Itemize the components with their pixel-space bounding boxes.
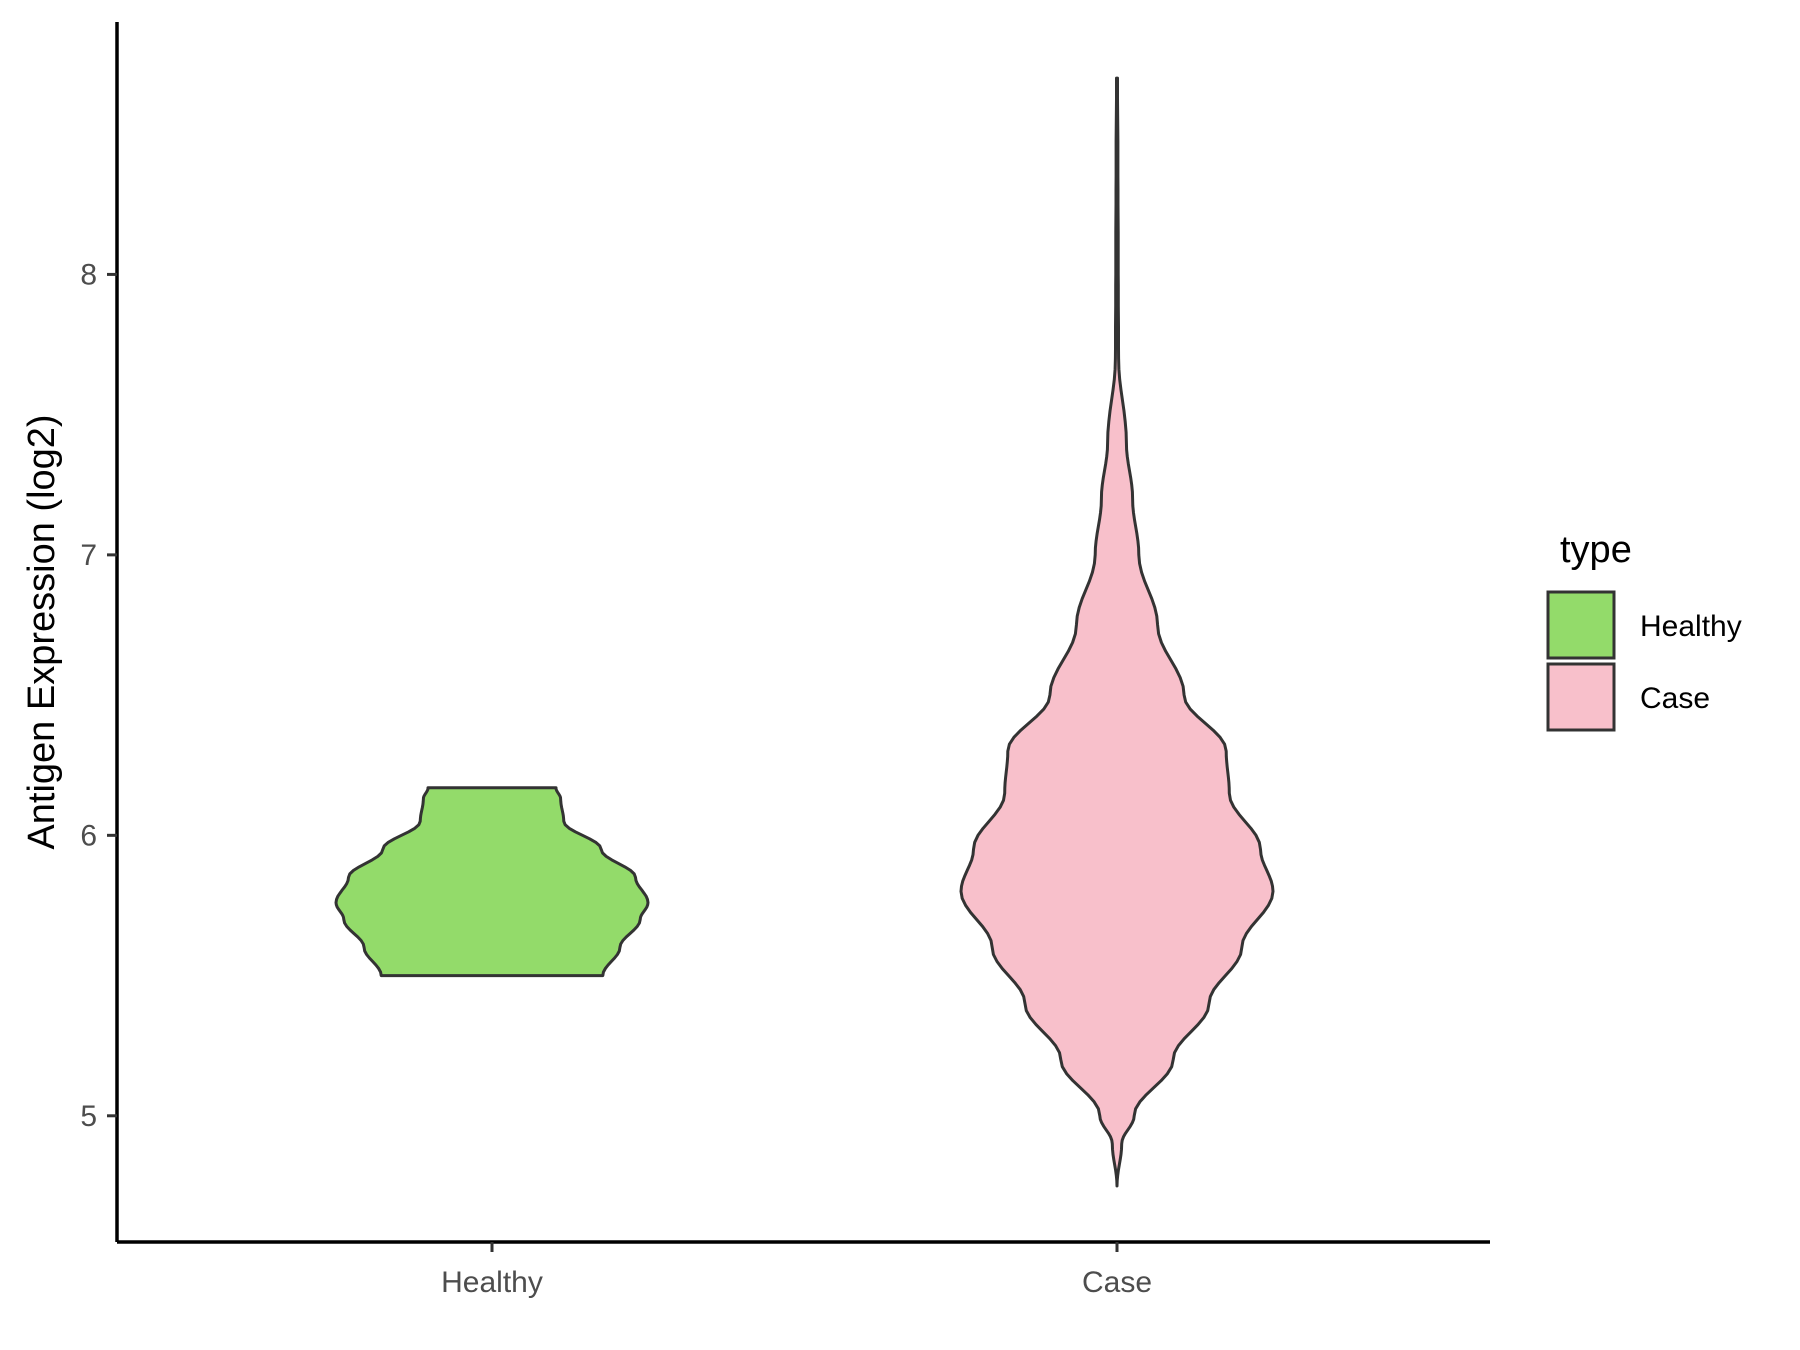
y-tick-label: 7 bbox=[80, 539, 97, 572]
violin-healthy bbox=[334, 786, 650, 978]
legend: type Healthy Case bbox=[1546, 529, 1742, 732]
plot-area bbox=[334, 76, 1275, 1188]
y-tick-label: 6 bbox=[80, 819, 97, 852]
y-tick-label: 8 bbox=[80, 258, 97, 291]
legend-label-healthy: Healthy bbox=[1640, 610, 1742, 643]
legend-title: type bbox=[1560, 529, 1632, 571]
legend-label-case: Case bbox=[1640, 682, 1710, 715]
x-tick-label-healthy: Healthy bbox=[441, 1266, 543, 1299]
y-tick-label: 5 bbox=[80, 1100, 97, 1133]
ticks: 5 6 7 8 Healthy Case bbox=[80, 258, 1152, 1299]
y-axis-title: Antigen Expression (log2) bbox=[21, 414, 63, 849]
legend-swatch-healthy bbox=[1546, 590, 1616, 660]
axes bbox=[115, 22, 1490, 1244]
x-tick-label-case: Case bbox=[1082, 1266, 1152, 1299]
violin-case bbox=[959, 76, 1275, 1188]
legend-swatch-case bbox=[1546, 662, 1616, 732]
